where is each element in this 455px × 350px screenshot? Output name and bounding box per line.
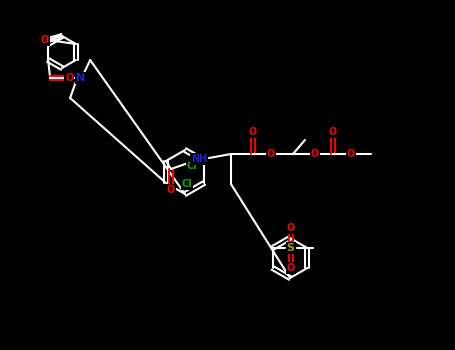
Text: Cl: Cl <box>182 179 192 189</box>
Text: O: O <box>311 149 319 159</box>
Text: O: O <box>329 127 337 137</box>
Text: NH: NH <box>191 154 207 164</box>
Text: O: O <box>267 149 275 159</box>
Text: O: O <box>287 263 295 273</box>
Text: N: N <box>76 73 85 83</box>
Text: O: O <box>167 185 175 195</box>
Text: S: S <box>287 243 295 253</box>
Text: O: O <box>287 223 295 233</box>
Text: O: O <box>347 149 355 159</box>
Text: O: O <box>65 73 73 83</box>
Text: Cl: Cl <box>187 161 197 171</box>
Text: O: O <box>249 127 257 137</box>
Text: O: O <box>41 35 49 45</box>
